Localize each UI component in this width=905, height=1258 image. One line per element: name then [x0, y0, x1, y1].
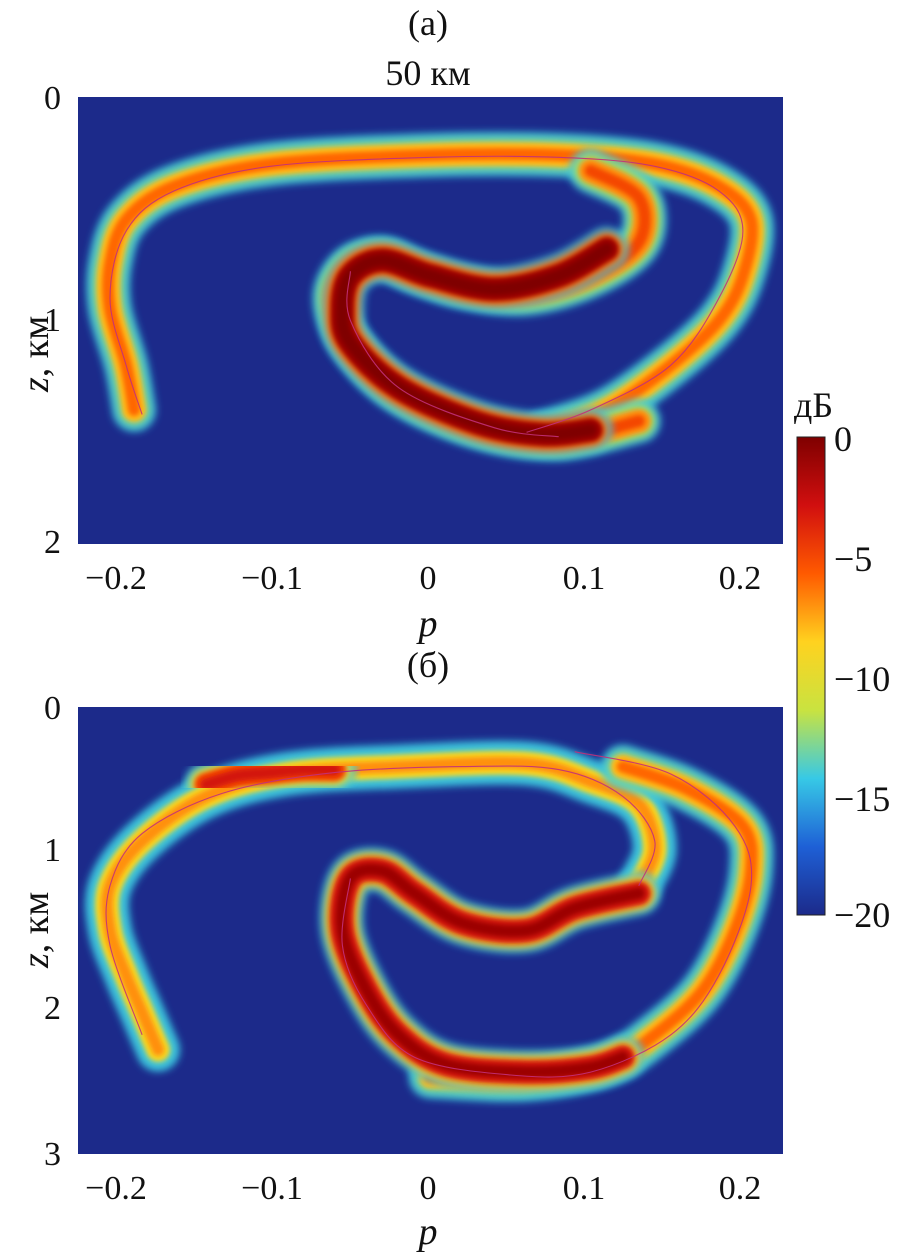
- panel-a-contours: [109, 155, 744, 438]
- panel-a-ytick-0: 0: [44, 80, 61, 117]
- colorbar-tick-0: 0: [834, 419, 852, 459]
- colorbar-tick-1: −5: [834, 539, 873, 579]
- panel-b-ytick-0: 0: [44, 690, 61, 727]
- colorbar-tick-4: −20: [834, 895, 891, 935]
- panel-a-band-0-layer-3: [102, 147, 759, 439]
- panel-a-ytick-1: 1: [44, 302, 61, 339]
- colorbar: [796, 436, 826, 916]
- panel-b-xtick-0: −0.2: [85, 1170, 147, 1207]
- panel-a-xlabel: p: [418, 603, 438, 645]
- panel-a-contour-line-0: [109, 155, 744, 433]
- panel-b-xtick-2: 0: [419, 1170, 437, 1207]
- panel-b-ytick-2: 2: [44, 990, 61, 1027]
- panel-b-xlabel: p: [418, 1211, 438, 1253]
- colorbar-label: дБ: [794, 385, 833, 425]
- panel-a-label: (a): [408, 3, 448, 43]
- panel-a-xtick-4: 0.2: [718, 560, 762, 597]
- panel-a-xtick-3: 0.1: [562, 560, 606, 597]
- colorbar-tick-3: −15: [834, 779, 891, 819]
- panel-a-xtick-2: 0: [419, 560, 437, 597]
- colorbar-tick-2: −10: [834, 659, 891, 699]
- panel-a-bands: [86, 131, 775, 462]
- panel-b-label: (б): [406, 645, 450, 685]
- panel-b-contours: [105, 751, 753, 1078]
- panel-b-xtick-3: 0.1: [562, 1170, 606, 1207]
- panel-b-band-3-layer-3: [200, 763, 341, 791]
- panel-b-xtick-1: −0.1: [241, 1170, 303, 1207]
- panel-b-ytick-3: 3: [44, 1136, 61, 1173]
- panel-a-title: 50 км: [385, 53, 471, 93]
- panel-a-xtick-1: −0.1: [241, 560, 303, 597]
- panel-b-contour-line-1: [341, 751, 753, 1078]
- panel-a-xtick-0: −0.2: [85, 560, 147, 597]
- panel-b-xtick-4: 0.2: [718, 1170, 762, 1207]
- panel-a-ytick-2: 2: [44, 524, 61, 561]
- panel-b-contour-line-0: [105, 765, 656, 1035]
- panel-b-band-2-layer-3: [335, 863, 645, 1079]
- panel-a-contour-line-1: [346, 271, 559, 438]
- panel-b-ytick-1: 1: [44, 832, 61, 869]
